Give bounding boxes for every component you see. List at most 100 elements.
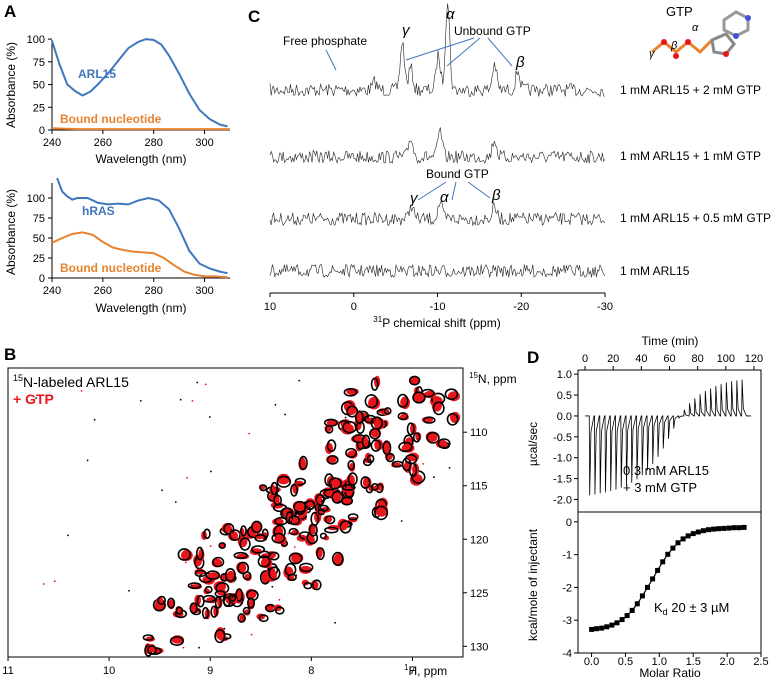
- b-xtick-label: 7: [409, 665, 415, 677]
- b-noise-dot: [53, 580, 56, 583]
- c-arrow-unbound-alpha: [446, 37, 481, 67]
- d-bottom-data-point: [629, 607, 635, 613]
- b-peak-apo: [274, 606, 285, 615]
- c-arrow-unbound-beta: [487, 37, 513, 67]
- b-peak-apo: [331, 490, 344, 504]
- a-bottom-xtick-label: 260: [94, 285, 112, 297]
- b-noise-dot: [174, 501, 177, 503]
- b-peak-apo: [325, 424, 334, 434]
- d-bottom-data-point: [624, 613, 630, 619]
- b-noise-dot: [293, 546, 296, 548]
- d-bottom-xlabel: Molar Ratio: [639, 666, 701, 680]
- b-peak-apo: [298, 455, 308, 471]
- d-bottom-data-point: [716, 526, 722, 532]
- d-kd-k: K: [654, 600, 663, 615]
- b-peak-apo: [242, 571, 252, 581]
- b-peak-apo: [374, 505, 389, 521]
- c-spectrum-trace: [269, 127, 606, 164]
- gtp-oxygen-3: [673, 53, 679, 59]
- d-top-ytick-label: -1.5: [553, 474, 572, 486]
- b-noise-dot: [190, 584, 193, 587]
- b-noise-dot: [209, 545, 212, 548]
- b-peak-apo: [370, 416, 383, 430]
- d-kd-sub: d: [663, 607, 668, 617]
- gtp-phosphate-chain: [651, 38, 714, 55]
- d-bottom-data-point: [700, 528, 706, 534]
- b-noise-dot: [406, 413, 409, 416]
- b-peak-apo: [342, 420, 357, 434]
- b-peak-apo: [293, 500, 307, 513]
- a-bottom-ytick-label: 0: [39, 273, 45, 285]
- a-top-line-bound-nucleotide: [51, 127, 230, 131]
- b-peak-gtp: [412, 463, 420, 477]
- b-noise-dot: [161, 489, 163, 492]
- d-top-ytick-label: 0.0: [557, 411, 572, 423]
- d-bottom-data-point: [685, 533, 691, 539]
- c-annot-gamma-bound: γ: [410, 190, 419, 207]
- b-ytick-label: 120: [470, 534, 488, 546]
- a-bottom-legend-hras: hRAS: [82, 204, 115, 218]
- b-peak-apo: [204, 585, 213, 594]
- b-peak-apo: [406, 422, 415, 436]
- b-peak-apo: [383, 407, 392, 415]
- b-peak-apo: [205, 570, 221, 580]
- a-top-ylabel: Absorbance (%): [4, 42, 18, 128]
- d-bottom-data-point: [639, 593, 645, 599]
- d-top-xtick-label: 60: [663, 353, 675, 365]
- gtp-nitrogen-1: [745, 15, 751, 21]
- b-legend-gtp: + GTP: [13, 391, 54, 407]
- c-arrow-bound-alpha: [451, 181, 457, 201]
- b-peak-apo: [347, 513, 359, 521]
- b-ytick-label: 110: [470, 427, 488, 439]
- b-peak-apo: [251, 545, 266, 554]
- b-noise-dot: [422, 463, 424, 465]
- d-bottom-xtick-label: 2.5: [753, 656, 768, 668]
- c-xlabel-sup: 31: [373, 315, 382, 324]
- b-xlabel-sup: 1: [404, 663, 409, 672]
- c-annot-unbound-gtp: Unbound GTP: [454, 24, 531, 38]
- b-peak-apo: [276, 475, 292, 488]
- b-noise-dot: [191, 400, 194, 402]
- b-peak-apo: [258, 614, 269, 623]
- b-peak-apo: [224, 568, 236, 582]
- b-noise-dot: [42, 583, 45, 585]
- b-peak-apo: [370, 439, 382, 452]
- c-trace-label-2: 1 mM ARL15 + 1 mM GTP: [620, 149, 761, 163]
- c-trace-label-4: 1 mM ARL15: [620, 264, 690, 278]
- c-annot-bound-gtp: Bound GTP: [426, 167, 489, 181]
- b-peak-apo: [363, 414, 377, 424]
- b-peak-apo: [310, 511, 320, 527]
- d-bottom-xtick-label: 2.0: [719, 656, 734, 668]
- a-top-xlabel: Wavelength (nm): [96, 152, 187, 166]
- b-peak-apo: [194, 569, 207, 578]
- b-peak-apo: [273, 494, 282, 506]
- a-bottom-line-bound-nucleotide: [51, 231, 228, 279]
- a-top-ytick-label: 0: [39, 125, 45, 137]
- c-spectrum-trace: [269, 199, 606, 227]
- b-peak-apo: [366, 454, 375, 464]
- b-ytick-label: 125: [470, 588, 488, 600]
- b-peak-apo: [169, 635, 184, 646]
- panel-label-b: B: [4, 345, 16, 364]
- b-noise-dot: [182, 646, 185, 649]
- panel-a-bottom-chart: 240 260 280 300 0 25 50 75 100 hRAS Bound nucleo…: [4, 177, 230, 315]
- b-noise-dot: [298, 379, 301, 382]
- b-ylabel-text: N, ppm: [478, 372, 517, 386]
- gtp-base-ring: [722, 10, 750, 38]
- b-noise-dot: [210, 470, 212, 473]
- d-bottom-ytick-label: -3: [562, 615, 572, 627]
- b-peak-apo: [214, 590, 226, 598]
- b-noise-dot: [284, 413, 286, 416]
- d-top-xlabel: Time (min): [642, 334, 699, 348]
- b-peak-apo: [345, 447, 358, 458]
- c-arrow-unbound-gamma: [405, 37, 475, 61]
- b-peak-apo: [223, 523, 235, 535]
- c-annot-alpha-top: α: [446, 6, 455, 23]
- b-xtick-label: 11: [2, 665, 13, 677]
- b-peak-apo: [237, 613, 246, 623]
- panel-d-itc-binding-chart: 0.0 0.5 1.0 1.5 2.0 2.50-1-2-3-4 Molar Ratio …: [526, 511, 769, 680]
- b-noise-dot: [139, 400, 142, 402]
- b-xtick-label: 9: [207, 665, 213, 677]
- gtp-oxygen-2: [685, 39, 691, 45]
- b-peak-apo: [203, 528, 211, 540]
